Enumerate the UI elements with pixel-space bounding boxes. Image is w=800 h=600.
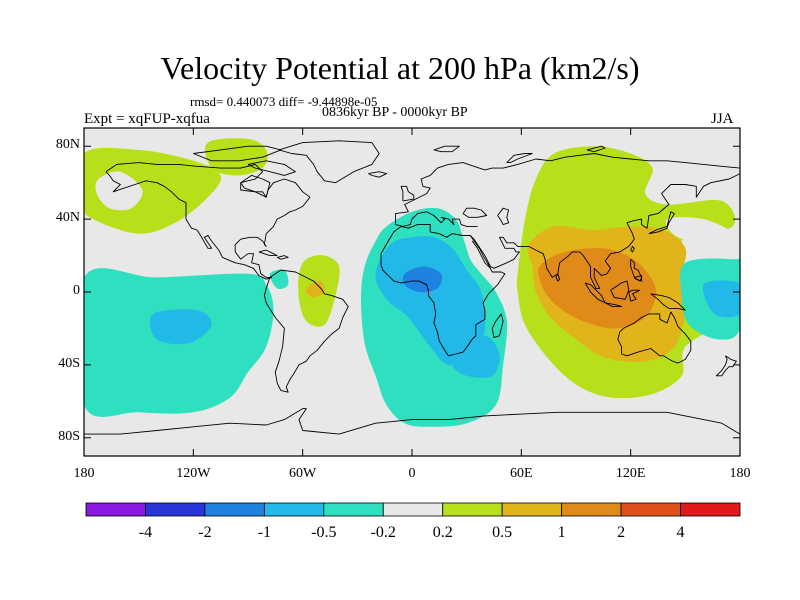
colorbar-swatch bbox=[323, 502, 384, 517]
coastline-australia bbox=[617, 311, 692, 364]
lon-label: 60W bbox=[289, 466, 317, 481]
colorbar-label: 2 bbox=[617, 524, 626, 541]
lon-label: 120W bbox=[176, 466, 211, 481]
colorbar-swatch bbox=[145, 502, 206, 517]
coastline-indonesia-borneo bbox=[610, 280, 630, 300]
coastline-indonesia-java bbox=[604, 302, 623, 308]
lat-label: 40N bbox=[55, 210, 80, 226]
contour-africa-negative-mid bbox=[375, 236, 486, 366]
coastline-novaya-zemlya bbox=[506, 153, 533, 164]
coastline-sri-lanka bbox=[555, 273, 561, 282]
coastline-madagascar bbox=[491, 313, 504, 339]
contour-north-canada-positive bbox=[205, 138, 268, 176]
coastline-new-zealand bbox=[715, 355, 737, 377]
lat-label: 80S bbox=[58, 428, 80, 444]
coastline-hispaniola bbox=[276, 255, 289, 260]
coastline-british-isles bbox=[400, 185, 415, 202]
colorbar-swatch bbox=[442, 502, 503, 517]
axis-ticks bbox=[83, 128, 741, 456]
lat-label: 80N bbox=[55, 137, 80, 153]
period-label: 0836kyr BP - 0000kyr BP bbox=[322, 105, 468, 120]
contour-tropical-atlantic-core bbox=[306, 280, 325, 298]
contour-africa-negative-core bbox=[402, 266, 443, 293]
lon-label: 180 bbox=[73, 466, 95, 481]
coastline-africa bbox=[380, 224, 506, 357]
colorbar-swatch bbox=[263, 502, 325, 517]
coastline-greenland bbox=[278, 140, 380, 184]
colorbar-label: -0.5 bbox=[311, 524, 337, 541]
contour-north-pacific-positive bbox=[84, 147, 222, 234]
lon-label: 0 bbox=[408, 466, 416, 481]
coastline-asia-pacific-coast bbox=[469, 173, 740, 289]
lon-label: 60E bbox=[510, 466, 533, 481]
rmsd-diff-stats: rmsd= 0.440073 diff= -9.44898e-05 bbox=[190, 94, 378, 109]
coastline-south-america bbox=[263, 269, 349, 393]
colorbar-swatch bbox=[561, 502, 622, 517]
colorbar-swatch bbox=[501, 502, 563, 517]
coastline-hudson-bay bbox=[240, 174, 271, 198]
colorbar-label: 1 bbox=[557, 524, 566, 541]
coastline-baffin-island bbox=[247, 160, 296, 176]
colorbar-swatch bbox=[204, 502, 265, 517]
coastline-arctic-islands bbox=[193, 145, 282, 162]
colorbar-label: -0.2 bbox=[370, 524, 396, 541]
colorbar-label: -2 bbox=[198, 524, 212, 541]
colorbar-label: 4 bbox=[676, 524, 685, 541]
colorbar bbox=[85, 502, 741, 517]
page-title: Velocity Potential at 200 hPa (km2/s) bbox=[160, 50, 640, 86]
contour-west-pacific-core bbox=[702, 280, 740, 318]
coastline-sulawesi bbox=[628, 289, 641, 302]
colorbar-swatch bbox=[382, 502, 444, 517]
lon-label: 120E bbox=[615, 466, 646, 481]
coastline-cuba bbox=[258, 249, 278, 257]
coastlines bbox=[84, 140, 740, 435]
coastline-black-sea bbox=[462, 207, 488, 218]
contour-africa-negative-south bbox=[451, 335, 500, 378]
lat-label: 40S bbox=[58, 355, 80, 371]
coastline-antarctica bbox=[84, 408, 740, 435]
colorbar-label: -4 bbox=[138, 524, 153, 541]
coastline-europe-asia bbox=[395, 153, 740, 225]
colorbar-swatch bbox=[620, 502, 681, 517]
coastline-japan bbox=[648, 211, 675, 235]
coastline-north-america bbox=[105, 162, 311, 280]
contour-south-pacific-core bbox=[149, 309, 212, 345]
contour-indian-ocean-gap bbox=[665, 217, 734, 245]
colorbar-swatch bbox=[85, 502, 146, 517]
lon-label: 180 bbox=[729, 466, 751, 481]
coastline-taiwan bbox=[630, 245, 635, 253]
coastline-severnaya-zemlya bbox=[586, 145, 606, 153]
coastline-new-guinea bbox=[650, 293, 686, 311]
lat-label: 0 bbox=[73, 283, 80, 298]
colorbar-label: 0.2 bbox=[432, 524, 453, 541]
coastline-caspian-sea bbox=[497, 207, 510, 226]
velocity-potential-field bbox=[84, 138, 740, 427]
colorbar-label: -1 bbox=[257, 524, 272, 541]
experiment-label: Expt = xqFUP-xqfua bbox=[84, 111, 210, 127]
colorbar-swatch bbox=[680, 502, 741, 517]
season-label: JJA bbox=[711, 111, 734, 127]
coastline-mindanao bbox=[633, 275, 643, 282]
contour-north-pacific-gap bbox=[95, 171, 143, 211]
coastline-iceland bbox=[368, 171, 387, 178]
colorbar-label: 0.5 bbox=[492, 524, 513, 541]
coastline-mediterranean-north bbox=[395, 211, 478, 227]
coastline-svalbard bbox=[433, 145, 460, 153]
coastline-red-sea-coast bbox=[471, 240, 491, 269]
